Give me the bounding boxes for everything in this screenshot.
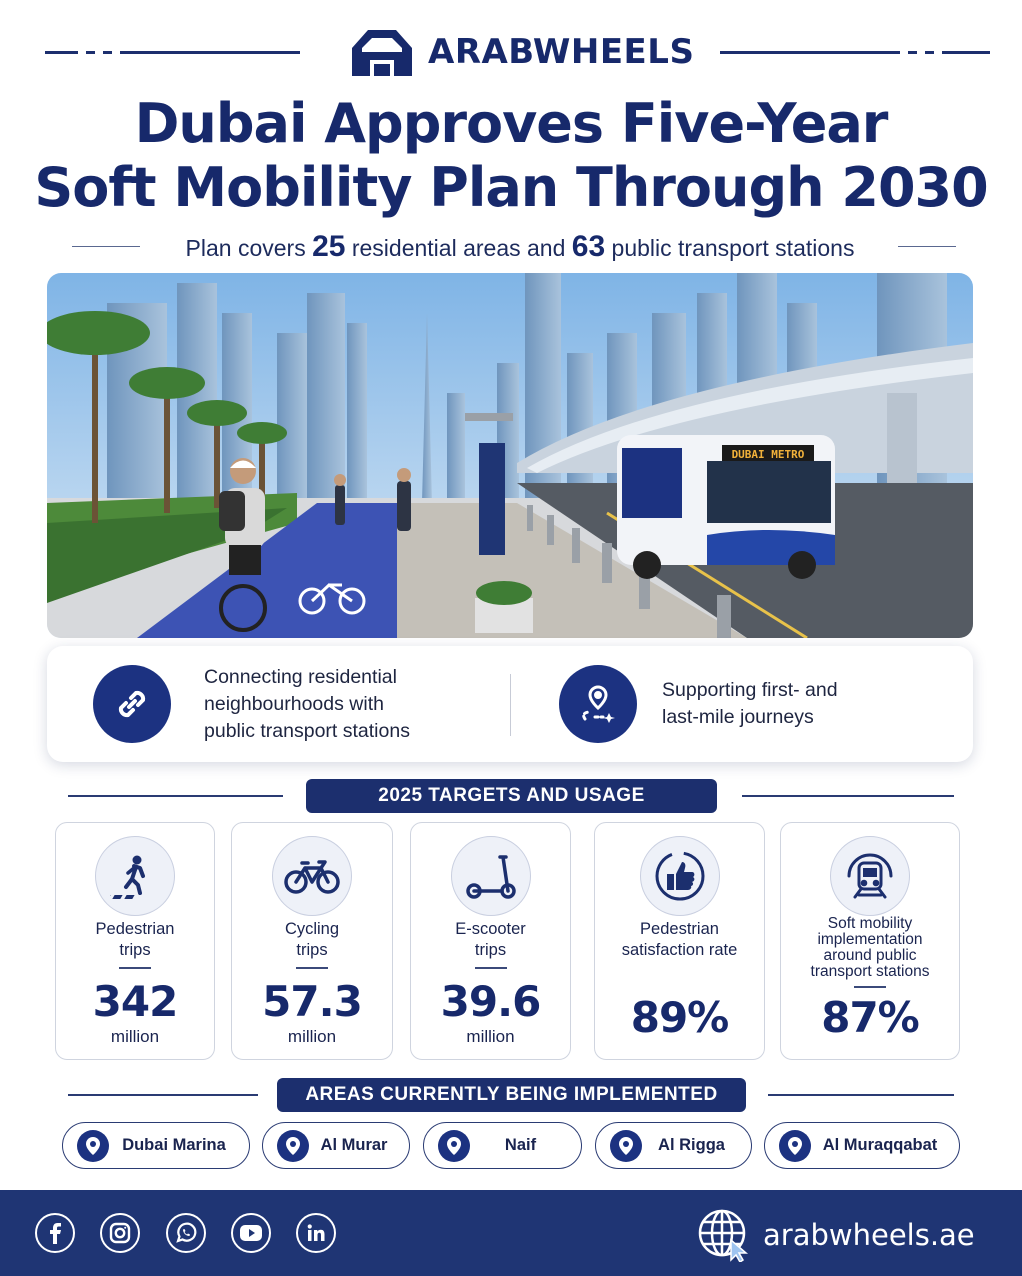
whatsapp-icon[interactable]: [166, 1213, 206, 1253]
brand-name: ARABWHEELS: [428, 32, 695, 72]
thumbs-up-icon: [639, 836, 720, 916]
e-scooter-icon: [450, 836, 531, 916]
stat-label: Soft mobility implementation around publi…: [810, 915, 930, 980]
brand-header: ARABWHEELS: [0, 24, 1022, 80]
footer: arabwheels.ae: [0, 1190, 1022, 1276]
title-line-2: Soft Mobility Plan Through 2030: [34, 156, 988, 219]
train-icon: [830, 836, 910, 916]
website-url: arabwheels.ae: [763, 1218, 975, 1252]
stations-count: 63: [571, 230, 606, 263]
feature-connecting: Connecting residential neighbourhoods wi…: [93, 646, 410, 762]
subtitle-row: Plan covers 25 residential areas and 63 …: [0, 226, 1022, 266]
stat-card-cycling: Cycling trips 57.3 million: [231, 822, 393, 1060]
stat-card-implementation: Soft mobility implementation around publi…: [780, 822, 960, 1060]
header-rule-right: [720, 51, 990, 54]
route-pin-icon: [559, 665, 637, 743]
feature-card: Connecting residential neighbourhoods wi…: [47, 646, 973, 762]
targets-heading: 2025 TARGETS AND USAGE: [306, 779, 717, 813]
hero-image: DUBAI METRO: [47, 273, 973, 638]
areas-heading: AREAS CURRENTLY BEING IMPLEMENTED: [277, 1078, 746, 1112]
stat-unit: million: [110, 1027, 160, 1046]
feature-first-last-mile: Supporting first- and last-mile journeys: [559, 646, 838, 762]
area-chip-al-muraqqabat[interactable]: Al Muraqqabat: [764, 1122, 960, 1169]
stat-unit: million: [466, 1027, 515, 1046]
facebook-icon[interactable]: [35, 1213, 75, 1253]
bicycle-icon: [272, 836, 352, 916]
stat-label: Pedestrian trips: [95, 920, 175, 959]
stat-value: 39.6: [440, 977, 542, 1026]
location-pin-icon: [77, 1129, 109, 1162]
stat-card-escooter: E-scooter trips 39.6 million: [410, 822, 571, 1060]
location-pin-icon: [779, 1129, 811, 1162]
location-pin-icon: [610, 1129, 642, 1162]
subtitle: Plan covers 25 residential areas and 63 …: [185, 230, 855, 263]
youtube-icon[interactable]: [231, 1213, 271, 1253]
area-chip-naif[interactable]: Naif: [423, 1122, 582, 1169]
area-chip-al-murar[interactable]: Al Murar: [262, 1122, 410, 1169]
link-icon: [93, 665, 171, 743]
stat-label: Cycling trips: [284, 920, 340, 959]
stat-value: 342: [92, 977, 179, 1026]
website-link[interactable]: arabwheels.ae: [697, 1208, 975, 1262]
arabwheels-logo-icon: [352, 30, 412, 76]
globe-icon: [698, 1209, 749, 1262]
linkedin-icon[interactable]: [296, 1213, 336, 1253]
instagram-icon[interactable]: [100, 1213, 140, 1253]
stat-value: 89%: [630, 993, 730, 1042]
targets-header: 2025 TARGETS AND USAGE: [0, 779, 1022, 813]
pedestrian-icon: [95, 836, 175, 916]
stat-unit: million: [287, 1027, 337, 1046]
location-pin-icon: [438, 1129, 470, 1162]
title-line-1: Dubai Approves Five-Year: [134, 92, 889, 155]
location-pin-icon: [277, 1129, 309, 1162]
area-chip-dubai-marina[interactable]: Dubai Marina: [62, 1122, 250, 1169]
bus-sign: DUBAI METRO: [732, 448, 805, 461]
stat-value: 57.3: [262, 977, 363, 1026]
page-title: Dubai Approves Five-Year Soft Mobility P…: [0, 92, 1022, 220]
stat-card-satisfaction: Pedestrian satisfaction rate 89%: [594, 822, 765, 1060]
dubai-street-scene: DUBAI METRO: [47, 273, 973, 638]
brand-logo[interactable]: ARABWHEELS: [350, 26, 694, 78]
areas-count: 25: [312, 230, 346, 263]
areas-header: AREAS CURRENTLY BEING IMPLEMENTED: [0, 1078, 1022, 1112]
header-rule-left: [45, 51, 300, 54]
stat-label: Pedestrian satisfaction rate: [621, 920, 738, 959]
stat-card-pedestrian: Pedestrian trips 342 million: [55, 822, 215, 1060]
stat-label: E-scooter trips: [455, 920, 526, 959]
area-chip-al-rigga[interactable]: Al Rigga: [595, 1122, 752, 1169]
stat-value: 87%: [821, 993, 920, 1042]
